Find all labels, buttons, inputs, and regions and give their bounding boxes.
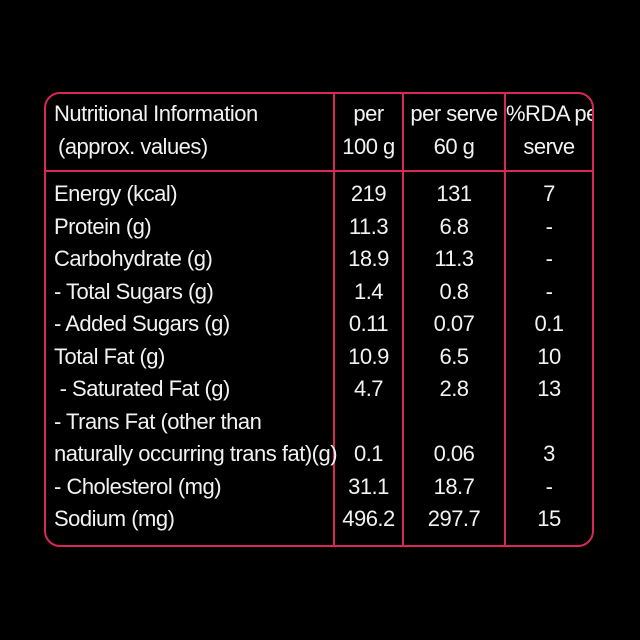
value-cell: 0.11 [348, 311, 389, 336]
table-body: Energy (kcal) Protein (g) Carbohydrate (… [46, 171, 592, 545]
value-cell: 0.1 [353, 441, 384, 466]
value-cell: 3 [543, 441, 555, 466]
header-per-serve: per serve 60 g [402, 94, 505, 172]
value-cell: 11.3 [434, 246, 474, 271]
header-per-100g: per 100 g [333, 94, 403, 172]
header-nutritional-information: Nutritional Information (approx. values) [46, 94, 334, 172]
row-label: Carbohydrate (g) [54, 246, 213, 271]
value-cell: 18.7 [433, 473, 475, 499]
row-label: Energy (kcal) [54, 181, 178, 206]
spacer [404, 406, 504, 439]
nutrition-table: Nutritional Information (approx. values)… [46, 94, 592, 545]
value-cell: 297.7 [427, 506, 481, 531]
value-cell: 2.8 [439, 376, 469, 401]
per-100g-values: 219 11.3 18.9 1.4 0.11 10.9 4.7 0.1 31.1… [333, 171, 403, 545]
value-cell: 219 [350, 181, 387, 206]
spacer [335, 406, 402, 439]
spacer [506, 406, 592, 439]
per-serve-values: 131 6.8 11.3 0.8 0.07 6.5 2.8 0.06 18.7 … [402, 171, 505, 545]
value-cell: 0.8 [439, 278, 469, 304]
value-cell: - [545, 473, 553, 499]
header-60g: 60 g [433, 133, 475, 159]
value-cell: - [545, 213, 553, 239]
value-cell: 1.4 [353, 278, 384, 304]
nutrition-table-panel: Nutritional Information (approx. values)… [44, 92, 594, 547]
value-cell: 131 [436, 181, 472, 206]
header-title: Nutritional Information [54, 101, 258, 126]
header-per: per [353, 101, 384, 126]
value-cell: - [545, 246, 553, 271]
value-cell: 0.1 [534, 311, 564, 336]
value-cell: 7 [543, 181, 555, 206]
value-cell: - [545, 278, 553, 304]
row-label: - Total Sugars (g) [54, 278, 214, 304]
value-cell: 10.9 [348, 343, 389, 369]
row-label: - Cholesterol (mg) [54, 473, 222, 499]
header-rda: %RDA per serve [504, 94, 592, 172]
header-subtitle: (approx. values) [58, 133, 208, 159]
header-rda-per: %RDA per [506, 101, 592, 126]
header-100g: 100 g [342, 133, 395, 159]
value-cell: 6.8 [439, 213, 469, 239]
value-cell: 0.07 [433, 311, 475, 336]
value-cell: 13 [537, 376, 561, 401]
nutrient-labels: Energy (kcal) Protein (g) Carbohydrate (… [46, 171, 338, 545]
row-label: - Saturated Fat (g) [54, 376, 231, 401]
row-label-line1: - Trans Fat (other than [54, 408, 262, 434]
value-cell: 4.7 [353, 376, 384, 401]
value-cell: 6.5 [439, 343, 469, 369]
row-label: naturally occurring trans fat)(g) [54, 441, 338, 466]
row-label: Total Fat (g) [54, 343, 165, 369]
header-per-serve-label: per serve [410, 101, 498, 126]
value-cell: 15 [537, 506, 561, 531]
value-cell: 31.1 [348, 473, 389, 499]
table-header: Nutritional Information (approx. values)… [46, 94, 592, 172]
value-cell: 18.9 [348, 246, 389, 271]
rda-values: 7 - - - 0.1 10 13 3 - 15 [504, 171, 592, 545]
value-cell: 11.3 [348, 213, 389, 239]
value-cell: 496.2 [342, 506, 395, 531]
row-label: - Added Sugars (g) [54, 311, 230, 336]
header-serve: serve [523, 133, 575, 159]
value-cell: 0.06 [433, 441, 475, 466]
row-label: Sodium (mg) [54, 506, 175, 531]
row-label: Protein (g) [54, 213, 152, 239]
value-cell: 10 [537, 343, 561, 369]
